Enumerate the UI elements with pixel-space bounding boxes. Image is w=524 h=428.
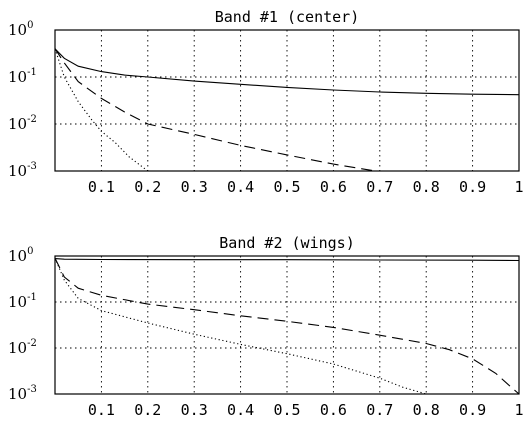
- x-tick-label: 0.6: [320, 401, 347, 419]
- x-tick-label: 0.5: [273, 401, 300, 419]
- series-dotted-line: [54, 48, 149, 172]
- x-tick-label: 1: [514, 401, 523, 419]
- y-tick-label: 100: [8, 20, 33, 39]
- series-solid-line: [54, 258, 520, 262]
- x-tick-label: 0.3: [181, 178, 208, 196]
- chart-title: Band #1 (center): [215, 8, 360, 26]
- x-tick-label: 0.7: [366, 178, 393, 196]
- y-tick-label: 10-2: [8, 114, 37, 133]
- x-tick-label: 0.8: [413, 401, 440, 419]
- x-tick-label: 0.5: [273, 178, 300, 196]
- x-tick-label: 0.9: [459, 401, 486, 419]
- x-tick-label: 0.9: [459, 178, 486, 196]
- y-tick-label: 10-3: [8, 384, 37, 403]
- plot-frame: [54, 29, 520, 172]
- x-tick-label: 0.1: [88, 401, 115, 419]
- chart-title: Band #2 (wings): [219, 234, 354, 252]
- x-tick-label: 0.8: [413, 178, 440, 196]
- series-dashed-line: [54, 48, 376, 172]
- y-tick-label: 10-1: [8, 292, 37, 311]
- x-tick-label: 0.2: [134, 178, 161, 196]
- x-tick-label: 0.7: [366, 401, 393, 419]
- plot-frame: [54, 255, 520, 395]
- chart-panel-1: Band #1 (center) 0.1 0.2 0.3 0.4 0.5 0.6 0.7 0.8…: [8, 8, 524, 196]
- x-tick-label: 0.4: [227, 401, 254, 419]
- x-tick-label: 0.2: [134, 401, 161, 419]
- x-tick-label: 1: [514, 178, 523, 196]
- y-tick-label: 10-1: [8, 67, 37, 86]
- x-tick-label: 0.6: [320, 178, 347, 196]
- x-tick-label: 0.1: [88, 178, 115, 196]
- x-tick-label: 0.4: [227, 178, 254, 196]
- y-tick-label: 10-2: [8, 338, 37, 357]
- y-tick-label: 10-3: [8, 161, 37, 180]
- series-dashed-line: [54, 257, 520, 395]
- x-tick-label: 0.3: [181, 401, 208, 419]
- series-solid-line: [54, 48, 520, 96]
- y-tick-label: 100: [8, 246, 33, 265]
- chart-panel-2: Band #2 (wings) 0.1 0.2 0.3 0.4 0.5 0.6 0.7 0.8 0…: [8, 234, 524, 419]
